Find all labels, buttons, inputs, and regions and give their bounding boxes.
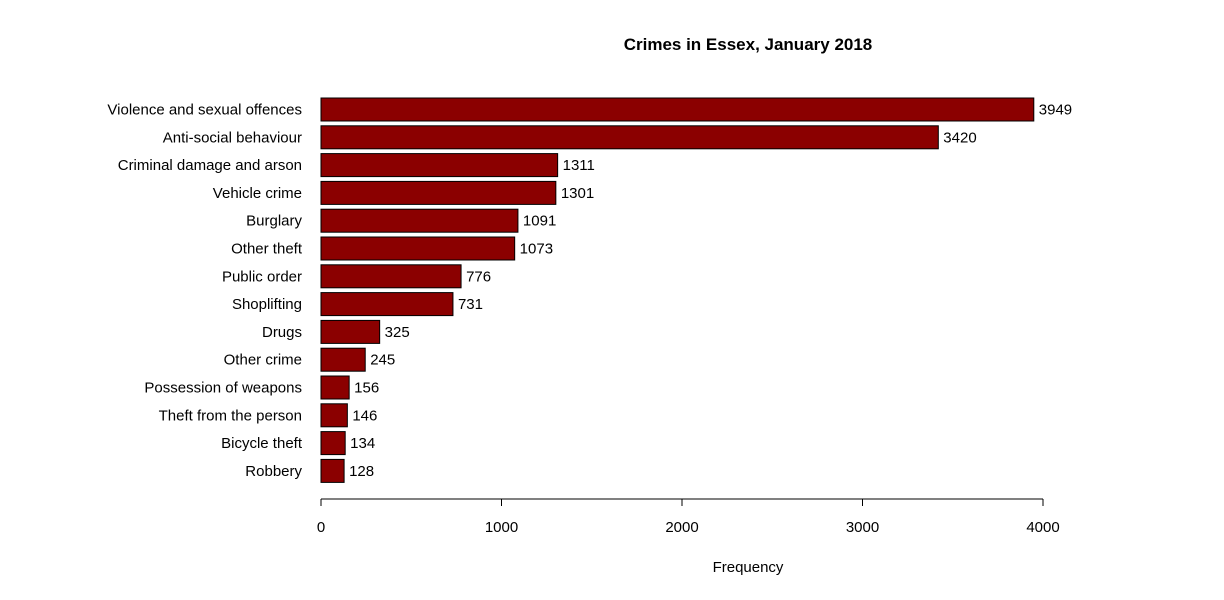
category-label-robbery: Robbery (245, 463, 302, 480)
value-label-other-theft: 1073 (520, 241, 553, 258)
x-axis: 0 1000 2000 3000 4000 (317, 498, 1060, 536)
bar-robbery (320, 458, 345, 483)
bar-other-theft (320, 236, 516, 261)
bar-burglary (320, 208, 519, 233)
category-label-criminal-damage-and-arson: Criminal damage and arson (118, 157, 302, 174)
x-tick-label-1000: 1000 (485, 519, 518, 536)
bar-criminal-damage-and-arson (320, 153, 559, 178)
x-tick-label-4000: 4000 (1026, 519, 1059, 536)
value-label-shoplifting: 731 (458, 296, 483, 313)
bar-theft-from-the-person (320, 403, 348, 428)
chart-title: Crimes in Essex, January 2018 (624, 35, 873, 54)
bar-violence-and-sexual-offences (320, 97, 1035, 122)
value-label-burglary: 1091 (523, 213, 556, 230)
x-tick-label-2000: 2000 (665, 519, 698, 536)
value-label-public-order: 776 (466, 268, 491, 285)
bar-shoplifting (320, 292, 454, 317)
value-label-other-crime: 245 (370, 352, 395, 369)
bar-drugs (320, 319, 381, 344)
value-label-robbery: 128 (349, 463, 374, 480)
bar-vehicle-crime (320, 180, 557, 205)
value-label-violence-and-sexual-offences: 3949 (1039, 102, 1072, 119)
x-tick-label-0: 0 (317, 519, 325, 536)
category-label-violence-and-sexual-offences: Violence and sexual offences (107, 102, 302, 119)
x-tick-label-3000: 3000 (846, 519, 879, 536)
value-label-theft-from-the-person: 146 (352, 407, 377, 424)
value-label-possession-of-weapons: 156 (354, 380, 379, 397)
category-label-burglary: Burglary (246, 213, 302, 230)
bar-public-order (320, 264, 462, 289)
bar-anti-social-behaviour (320, 125, 939, 150)
category-label-public-order: Public order (222, 268, 302, 285)
bar-bicycle-theft (320, 431, 346, 456)
value-label-anti-social-behaviour: 3420 (943, 129, 976, 146)
value-label-bicycle-theft: 134 (350, 435, 375, 452)
x-axis-label: Frequency (713, 559, 784, 576)
value-label-drugs: 325 (385, 324, 410, 341)
bar-possession-of-weapons (320, 375, 350, 400)
value-label-vehicle-crime: 1301 (561, 185, 594, 202)
value-label-criminal-damage-and-arson: 1311 (563, 157, 595, 174)
category-label-other-crime: Other crime (224, 352, 302, 369)
category-label-possession-of-weapons: Possession of weapons (144, 380, 302, 397)
bars-group: Violence and sexual offences 3949 Anti-soc… (107, 97, 1072, 483)
category-label-anti-social-behaviour: Anti-social behaviour (163, 129, 302, 146)
category-label-shoplifting: Shoplifting (232, 296, 302, 313)
category-label-other-theft: Other theft (231, 241, 303, 258)
category-label-vehicle-crime: Vehicle crime (213, 185, 302, 202)
category-label-drugs: Drugs (262, 324, 302, 341)
category-label-bicycle-theft: Bicycle theft (221, 435, 303, 452)
bar-other-crime (320, 347, 366, 372)
category-label-theft-from-the-person: Theft from the person (159, 407, 302, 424)
